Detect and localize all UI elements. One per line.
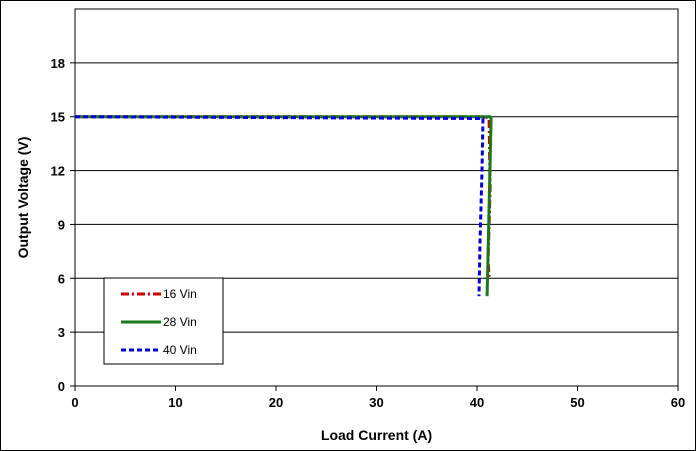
series-lines [74,115,493,297]
y-tick-label: 12 [51,164,65,179]
y-tick-label: 6 [58,271,65,286]
x-tick-label: 20 [269,395,283,410]
legend: 16 Vin 28 Vin 40 Vin [103,277,224,365]
x-tick-label: 0 [71,395,78,410]
series-line-40-vin [74,115,485,297]
y-axis-title: Output Voltage (V) [15,137,31,259]
y-tick-labels: 0 3 6 9 12 15 18 [51,56,75,394]
x-tick-label: 60 [671,395,685,410]
y-tick-label: 0 [58,379,65,394]
series-line-28-vin [75,115,493,297]
y-tick-label: 15 [51,110,65,125]
legend-label: 16 Vin [163,287,197,301]
x-tick-label: 10 [168,395,182,410]
x-tick-label: 40 [470,395,484,410]
x-tick-labels: 0 10 20 30 40 50 60 [71,386,685,410]
y-tick-label: 18 [51,56,65,71]
x-axis-title: Load Current (A) [321,427,432,443]
legend-label: 40 Vin [163,343,197,357]
y-tick-label: 9 [58,217,65,232]
x-tick-label: 30 [369,395,383,410]
x-tick-label: 50 [570,395,584,410]
legend-label: 28 Vin [163,315,197,329]
y-tick-label: 3 [58,325,65,340]
